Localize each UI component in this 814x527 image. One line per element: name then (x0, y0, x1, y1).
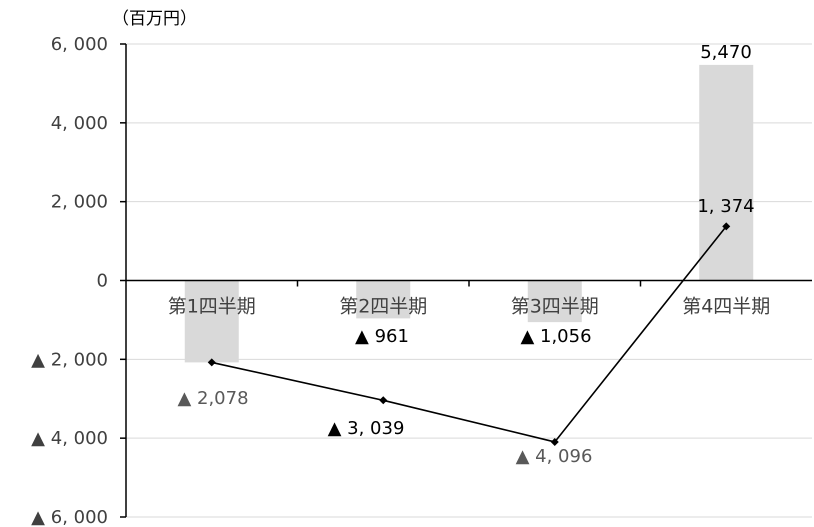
x-tick-label: 第4四半期 (682, 296, 770, 318)
x-tick-label: 第2四半期 (339, 296, 427, 318)
bar-data-label: 5,470 (700, 42, 752, 63)
unit-label: （百万円） (112, 9, 197, 29)
y-tick-label: 0 (97, 271, 108, 292)
y-tick-label: ▲ 2, 000 (31, 349, 108, 370)
bars (184, 64, 754, 363)
bar-1 (184, 280, 239, 363)
line-point-2 (379, 396, 388, 405)
line-point-1 (207, 358, 216, 367)
line-point-3 (550, 437, 559, 446)
line-data-label: ▲ 4, 096 (516, 446, 593, 467)
x-axis-labels: 第1四半期 第2四半期 第3四半期 第4四半期 (168, 296, 771, 318)
axes (120, 43, 812, 518)
y-tick-label: 4, 000 (51, 113, 108, 134)
series-line (211, 225, 727, 443)
line-series (207, 222, 731, 446)
data-labels: ▲ 2,078 ▲ 961 ▲ 1,056 5,470 ▲ 3, 039 ▲ 4, 096… (177, 42, 754, 467)
y-tick-label: ▲ 6, 000 (31, 507, 108, 527)
bar-data-label: ▲ 2,078 (177, 388, 248, 409)
line-point-4 (722, 222, 731, 231)
bar-data-label: ▲ 1,056 (520, 326, 591, 347)
line-data-label: 1, 374 (697, 196, 754, 217)
x-tick-label: 第3四半期 (511, 296, 599, 318)
y-tick-label: 6, 000 (51, 34, 108, 55)
y-tick-label: 2, 000 (51, 192, 108, 213)
grid (126, 43, 812, 518)
line-data-label: ▲ 3, 039 (328, 418, 405, 439)
bar-data-label: ▲ 961 (355, 326, 409, 347)
bar-4 (699, 64, 754, 281)
y-axis-labels: 6, 000 4, 000 2, 000 0 ▲ 2, 000 ▲ 4, 000 ▲ 6, … (31, 34, 108, 527)
y-tick-label: ▲ 4, 000 (31, 428, 108, 449)
x-tick-label: 第1四半期 (168, 296, 256, 318)
bar-3 (527, 280, 582, 323)
bar-2 (356, 280, 411, 319)
